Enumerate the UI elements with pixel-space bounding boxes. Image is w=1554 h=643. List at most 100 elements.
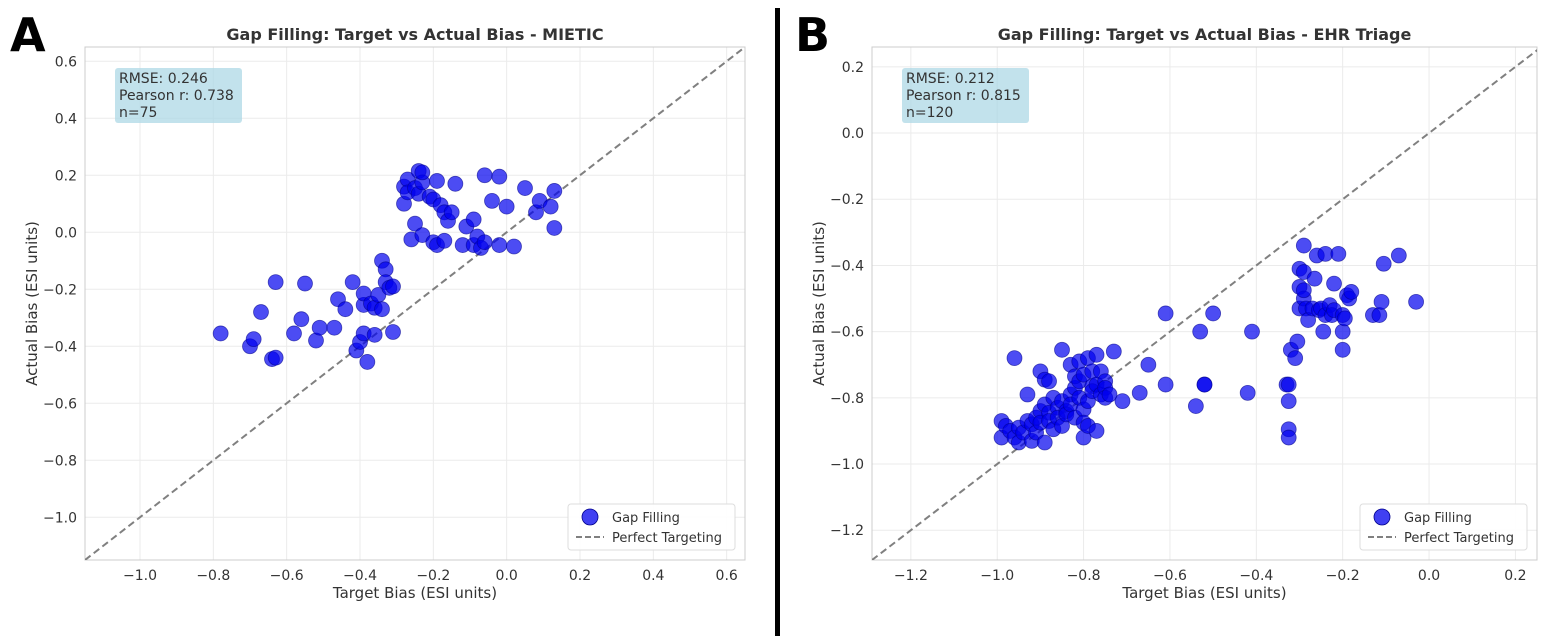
data-point (1054, 341, 1070, 358)
data-point (1295, 237, 1312, 254)
legend-label-perfect-targeting: Perfect Targeting (612, 531, 722, 546)
data-point (1280, 393, 1297, 410)
x-tick-label: 0.6 (716, 568, 738, 584)
y-tick-label: −0.6 (830, 325, 864, 341)
data-point (429, 173, 445, 189)
data-point (1373, 293, 1390, 310)
data-point (1334, 341, 1351, 358)
data-point (1036, 434, 1053, 451)
stats-box (115, 68, 242, 123)
data-point (366, 326, 383, 343)
stats-box (902, 68, 1029, 123)
panel-letter-a: A (10, 8, 46, 62)
data-point (1289, 333, 1306, 350)
panel-letter-b: B (795, 8, 831, 62)
y-tick-label: −0.6 (43, 396, 77, 412)
data-point (546, 220, 563, 236)
x-tick-label: −1.0 (980, 568, 1014, 584)
data-point (465, 211, 482, 228)
data-point (414, 227, 431, 244)
y-tick-label: −1.0 (830, 457, 864, 473)
y-axis-label: Actual Bias (ESI units) (810, 221, 828, 386)
y-tick-label: −1.0 (43, 510, 77, 526)
y-tick-label: 0.0 (55, 225, 77, 241)
data-point (1244, 323, 1260, 340)
x-tick-label: −0.8 (1067, 568, 1101, 584)
data-point (344, 274, 361, 291)
x-tick-label: 0.2 (569, 568, 591, 584)
x-tick-label: 0.0 (496, 568, 518, 584)
data-point (1239, 384, 1256, 401)
data-point (436, 232, 453, 249)
data-point (267, 349, 284, 366)
x-tick-label: −0.6 (1153, 568, 1187, 584)
data-point (1114, 393, 1131, 410)
stats-line: n=75 (119, 105, 157, 121)
y-tick-label: 0.6 (55, 54, 77, 70)
data-point (297, 275, 313, 292)
data-point (374, 301, 390, 318)
data-point (1326, 275, 1342, 292)
y-axis-label: Actual Bias (ESI units) (23, 221, 41, 386)
x-tick-label: −0.6 (270, 568, 304, 584)
data-point (1280, 376, 1297, 393)
data-point (1375, 255, 1392, 272)
data-point (385, 324, 401, 340)
y-tick-label: 0.4 (55, 111, 77, 127)
data-point (1131, 384, 1148, 401)
data-point (506, 238, 522, 255)
data-point (1205, 305, 1222, 322)
data-point (1157, 376, 1174, 393)
data-point (443, 204, 460, 221)
data-point (1334, 323, 1351, 340)
data-point (212, 325, 229, 342)
data-point (546, 183, 563, 199)
y-tick-label: −0.2 (830, 192, 864, 208)
data-point (1287, 350, 1304, 367)
stats-line: n=120 (906, 105, 953, 121)
data-point (498, 198, 515, 215)
data-point (293, 311, 310, 328)
data-point (359, 354, 376, 370)
legend-label-gap-filling: Gap Filling (612, 511, 680, 526)
data-point (1343, 284, 1360, 300)
stats-line: RMSE: 0.246 (119, 71, 208, 87)
legend-marker-points (1373, 508, 1391, 526)
data-point (267, 274, 284, 291)
data-point (337, 301, 354, 318)
data-point (1157, 305, 1174, 322)
x-tick-label: −0.2 (416, 568, 450, 584)
data-point (1140, 356, 1157, 373)
x-tick-label: −0.4 (1239, 568, 1273, 584)
data-point (1306, 270, 1323, 287)
x-axis-label: Target Bias (ESI units) (1121, 584, 1286, 602)
data-point (1192, 323, 1209, 340)
data-point (517, 180, 533, 196)
data-point (1019, 386, 1036, 403)
perfect-targeting-line (872, 49, 1537, 560)
x-tick-label: −0.4 (343, 568, 377, 584)
data-point (286, 325, 302, 342)
data-point (253, 304, 269, 320)
y-tick-label: −0.4 (43, 339, 77, 355)
y-tick-label: −1.2 (830, 523, 864, 539)
y-tick-label: −0.2 (43, 282, 77, 298)
data-point (1295, 282, 1312, 299)
data-point (385, 278, 401, 295)
data-point (1006, 350, 1023, 367)
data-point (1336, 310, 1353, 327)
plot-frame (84, 46, 746, 561)
chart-title: Gap Filling: Target vs Actual Bias - MIE… (226, 25, 603, 44)
data-point (1371, 307, 1388, 323)
data-point (1280, 429, 1297, 446)
y-tick-label: −0.8 (830, 391, 864, 407)
data-point (1041, 373, 1057, 390)
data-point (1088, 346, 1105, 363)
y-tick-label: 0.0 (842, 126, 864, 142)
chart-title: Gap Filling: Target vs Actual Bias - EHR… (998, 25, 1412, 44)
stats-line: Pearson r: 0.815 (906, 88, 1021, 104)
data-point (326, 319, 343, 336)
data-point (414, 164, 431, 181)
data-point (484, 192, 500, 209)
